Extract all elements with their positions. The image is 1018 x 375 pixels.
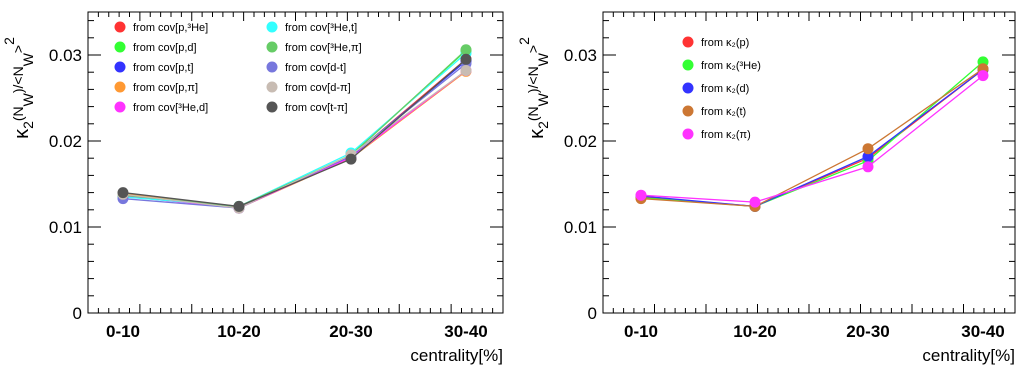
x-tick-label: 20-30 (329, 322, 372, 341)
series-line (640, 68, 984, 208)
legend-label: from κ₂(d) (701, 83, 749, 95)
y-tick-label: 0.03 (564, 46, 597, 65)
series-line (122, 69, 467, 209)
data-point (749, 196, 761, 208)
legend-label: from cov[p,³He] (133, 22, 208, 34)
data-point (460, 44, 472, 56)
plot-frame (87, 11, 504, 314)
legend-marker (114, 21, 126, 33)
series-line (640, 75, 984, 203)
series-line (122, 58, 467, 208)
x-tick-label: 30-40 (444, 322, 487, 341)
legend-label: from cov[p,d] (133, 42, 197, 54)
chart-panel-1: 0 0.01 0.02 0.03 0-10 10-20 20-30 30-40 centrali… (1, 11, 504, 365)
legend-marker (114, 101, 126, 113)
x-axis-title: centrality[%] (410, 346, 503, 365)
legend-marker (114, 61, 126, 73)
legend-label: from κ₂(t) (701, 106, 746, 118)
legend-label: from cov[³He,π] (285, 42, 362, 54)
legend-marker (682, 36, 694, 48)
legend-marker (682, 82, 694, 94)
x-tick-label: 10-20 (217, 322, 260, 341)
legend-marker (114, 41, 126, 53)
y-tick-label: 0.02 (564, 132, 597, 151)
y-axis-title: κ2(NW)/<NW>2 (1, 37, 36, 139)
x-tick-label: 0-10 (106, 322, 140, 341)
data-point (635, 189, 647, 201)
y-tick-label: 0.02 (49, 132, 82, 151)
legend-marker (266, 41, 278, 53)
legend-label: from cov[p,t] (133, 62, 194, 74)
legend-label: from cov[³He,t] (285, 22, 357, 34)
legend-label: from cov[t-π] (285, 102, 348, 114)
legend: from cov[p,³He] from cov[p,d] from cov[p,t… (114, 21, 362, 114)
legend-marker (682, 128, 694, 140)
series-10 (117, 53, 472, 212)
y-tick-label: 0 (588, 304, 597, 323)
legend-marker (682, 59, 694, 71)
legend-label: from κ₂(π) (701, 129, 751, 141)
data-point (117, 187, 129, 199)
data-point (345, 153, 357, 165)
legend-marker (266, 101, 278, 113)
y-tick-label: 0.01 (564, 218, 597, 237)
y-tick-label: 0.03 (49, 46, 82, 65)
x-tick-label: 0-10 (624, 322, 658, 341)
legend-label: from κ₂(³He) (701, 60, 761, 72)
legend-label: from cov[d-t] (285, 62, 346, 74)
legend-marker (114, 81, 126, 93)
data-point (233, 200, 245, 212)
series-1 (117, 53, 472, 213)
legend-marker (266, 61, 278, 73)
data-point (862, 143, 874, 155)
legend-label: from κ₂(p) (701, 37, 749, 49)
chart-panel-2: 0 0.01 0.02 0.03 0-10 10-20 20-30 30-40 centrali… (516, 11, 1016, 365)
series-3 (117, 55, 472, 214)
legend-label: from cov[d-π] (285, 82, 351, 94)
data-point (862, 161, 874, 173)
x-axis-title: centrality[%] (922, 346, 1015, 365)
y-axis-title: κ2(NW)/<NW>2 (516, 37, 551, 139)
legend-marker (266, 81, 278, 93)
plot-frame (602, 11, 1016, 314)
legend-marker (682, 105, 694, 117)
data-point (862, 151, 874, 162)
data-point (460, 65, 472, 76)
legend-marker (266, 21, 278, 33)
legend: from κ₂(p) from κ₂(³He) from κ₂(d) from κ₂(… (682, 36, 761, 141)
y-tick-label: 0 (73, 304, 82, 323)
y-tick-label: 0.01 (49, 218, 82, 237)
x-tick-label: 10-20 (733, 322, 776, 341)
data-point (977, 70, 989, 82)
x-tick-label: 30-40 (961, 322, 1004, 341)
x-tick-label: 20-30 (846, 322, 889, 341)
data-point (460, 53, 472, 65)
legend-label: from cov[³He,d] (133, 102, 208, 114)
series-5 (635, 70, 989, 208)
series-line (640, 69, 984, 208)
legend-label: from cov[p,π] (133, 82, 198, 94)
